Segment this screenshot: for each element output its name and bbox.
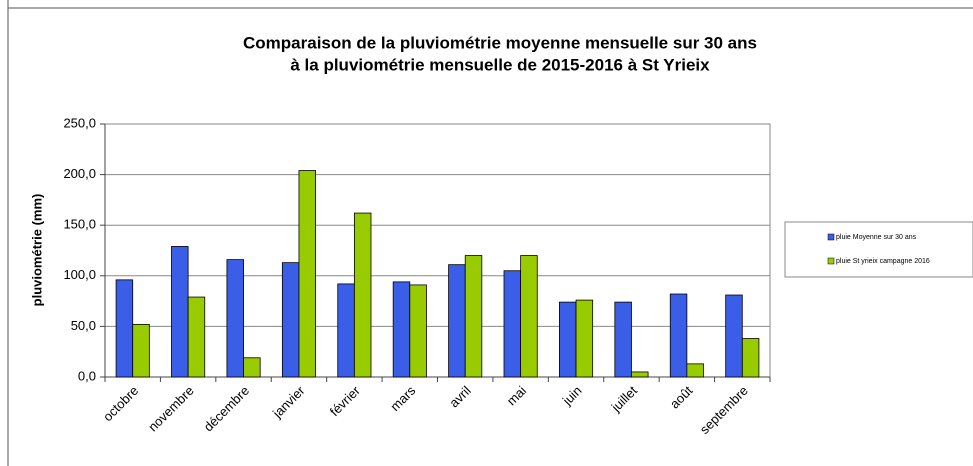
chart-title: Comparaison de la pluviométrie moyenne m… <box>243 33 757 52</box>
bar <box>669 293 688 378</box>
legend-swatch <box>827 233 835 241</box>
bar <box>243 357 261 378</box>
x-tick-label: juin <box>559 383 585 409</box>
x-tick-label: mars <box>387 383 418 414</box>
bar <box>353 212 372 378</box>
y-tick-label: 50,0 <box>71 318 96 333</box>
bar <box>631 371 649 378</box>
bar <box>614 301 632 378</box>
legend-swatch <box>827 257 835 265</box>
bar <box>725 294 743 378</box>
bar <box>392 281 411 378</box>
bar <box>520 255 538 378</box>
bar <box>226 259 244 378</box>
y-axis-label: pluviométrie (mm) <box>29 194 44 307</box>
bar <box>741 338 760 378</box>
bar <box>281 262 300 378</box>
x-tick-label: septembre <box>697 383 751 437</box>
legend-label: pluie St yrieix campagne 2016 <box>836 258 930 265</box>
bar <box>448 264 466 378</box>
y-tick-label: 150,0 <box>63 217 96 232</box>
bar <box>575 299 594 378</box>
x-tick-label: décembre <box>201 383 252 434</box>
bar <box>409 284 427 378</box>
x-tick-label: octobre <box>100 383 141 424</box>
x-tick-label: mai <box>504 383 529 408</box>
bar <box>171 246 189 378</box>
x-tick-label: novembre <box>145 383 196 434</box>
x-tick-label: février <box>327 382 364 419</box>
y-tick-label: 0,0 <box>78 368 96 383</box>
legend-box <box>784 221 973 278</box>
bar <box>337 283 355 378</box>
y-tick-label: 250,0 <box>63 115 96 130</box>
bar <box>559 301 577 378</box>
bar <box>132 323 150 378</box>
bar <box>503 270 522 378</box>
legend-label: pluie Moyenne sur 30 ans <box>836 234 917 241</box>
x-tick-label: avril <box>446 383 474 411</box>
y-tick-label: 200,0 <box>63 166 96 181</box>
bar <box>115 279 134 378</box>
x-tick-label: janvier <box>269 382 308 421</box>
bar <box>187 296 206 378</box>
chart-title: à la pluviométrie mensuelle de 2015-2016… <box>290 55 710 74</box>
x-tick-label: août <box>667 383 696 412</box>
bar <box>464 255 483 378</box>
bar <box>686 363 704 378</box>
y-tick-label: 100,0 <box>63 267 96 282</box>
bar <box>298 170 316 378</box>
x-tick-label: juillet <box>608 383 641 416</box>
